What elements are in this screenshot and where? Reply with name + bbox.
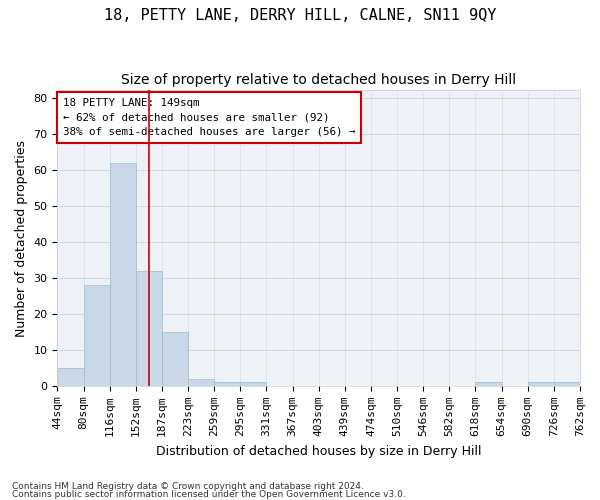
Bar [214, 382, 241, 386]
Text: 18, PETTY LANE, DERRY HILL, CALNE, SN11 9QY: 18, PETTY LANE, DERRY HILL, CALNE, SN11 … [104, 8, 496, 22]
Text: Contains public sector information licensed under the Open Government Licence v3: Contains public sector information licen… [12, 490, 406, 499]
Title: Size of property relative to detached houses in Derry Hill: Size of property relative to detached ho… [121, 72, 516, 86]
X-axis label: Distribution of detached houses by size in Derry Hill: Distribution of detached houses by size … [156, 444, 481, 458]
Bar [110, 162, 136, 386]
Bar [554, 382, 580, 386]
Bar [528, 382, 554, 386]
Y-axis label: Number of detached properties: Number of detached properties [15, 140, 28, 336]
Bar [136, 270, 162, 386]
Text: Contains HM Land Registry data © Crown copyright and database right 2024.: Contains HM Land Registry data © Crown c… [12, 482, 364, 491]
Bar [475, 382, 502, 386]
Bar [188, 378, 214, 386]
Bar [162, 332, 188, 386]
Bar [58, 368, 83, 386]
Text: 18 PETTY LANE: 149sqm
← 62% of detached houses are smaller (92)
38% of semi-deta: 18 PETTY LANE: 149sqm ← 62% of detached … [62, 98, 355, 138]
Bar [83, 285, 110, 386]
Bar [241, 382, 266, 386]
